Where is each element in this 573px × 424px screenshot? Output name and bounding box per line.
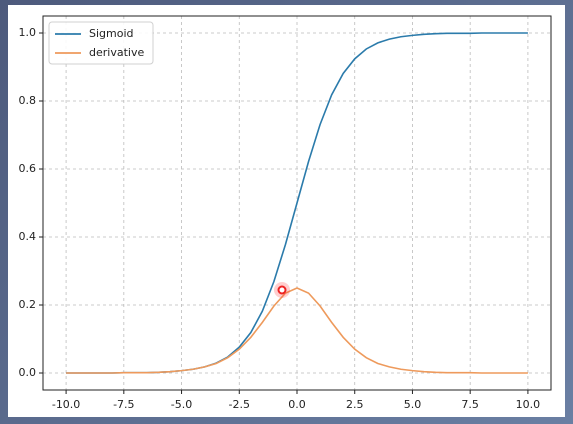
x-tick-label: -5.0 (171, 398, 192, 411)
plot-frame (42, 15, 552, 391)
y-tick-label: 0.4 (19, 230, 37, 243)
x-tick-label: 2.5 (346, 398, 364, 411)
x-tick-label: -7.5 (113, 398, 134, 411)
legend-label: derivative (89, 46, 144, 59)
line-series (66, 287, 528, 374)
y-tick-label: 0.2 (19, 298, 37, 311)
x-tick-label: -10.0 (52, 398, 80, 411)
x-tick-label: 7.5 (461, 398, 479, 411)
cursor-marker (274, 282, 290, 298)
x-tick-label: 0.0 (288, 398, 306, 411)
x-tick-label: 5.0 (404, 398, 422, 411)
x-tick-label: -2.5 (229, 398, 250, 411)
x-tick-label: 10.0 (516, 398, 541, 411)
y-tick-label: 0.8 (19, 94, 37, 107)
panel (8, 5, 565, 417)
y-tick-label: 1.0 (19, 26, 37, 39)
y-tick-label: 0.6 (19, 162, 37, 175)
legend-label: Sigmoid (89, 27, 134, 40)
y-tick-label: 0.0 (19, 366, 37, 379)
